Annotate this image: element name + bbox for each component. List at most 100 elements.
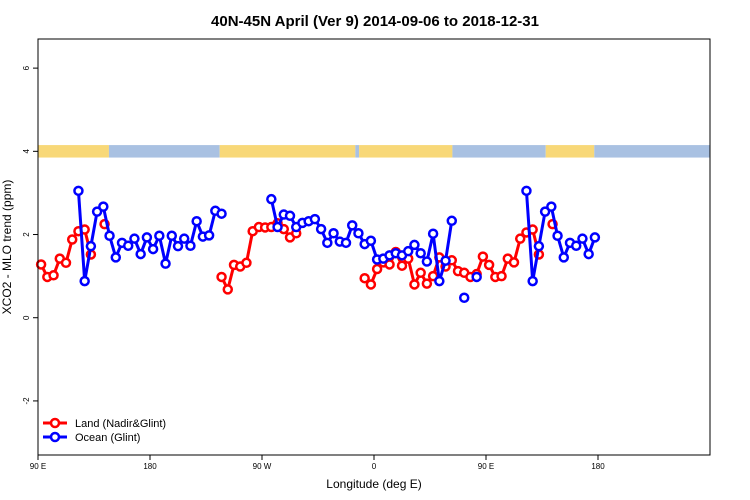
x-tick-label: 180 <box>591 462 605 471</box>
y-axis-label: XCO2 - MLO trend (ppm) <box>0 180 14 315</box>
data-point <box>147 243 159 255</box>
data-point <box>359 272 370 284</box>
series-0 <box>35 218 558 295</box>
data-point <box>191 215 202 227</box>
data-point <box>371 263 383 275</box>
data-point <box>340 237 352 249</box>
data-point <box>172 240 184 252</box>
data-point <box>409 239 420 251</box>
data-point <box>546 201 557 212</box>
data-point <box>533 240 545 252</box>
data-point <box>266 193 277 205</box>
data-point <box>570 240 582 252</box>
data-point <box>558 252 570 263</box>
data-point <box>216 271 227 283</box>
data-point <box>477 251 489 262</box>
x-tick-label: 90 W <box>253 462 272 471</box>
data-point <box>514 233 526 244</box>
data-point <box>110 252 122 263</box>
data-point <box>365 235 377 247</box>
landmask-band <box>38 145 710 158</box>
band-segment-land <box>359 145 453 158</box>
data-point <box>203 230 215 241</box>
data-point <box>483 259 495 271</box>
data-point <box>496 270 507 282</box>
data-point <box>160 258 171 269</box>
data-point <box>73 185 84 197</box>
series-layer <box>35 185 601 304</box>
series-1 <box>73 185 601 304</box>
band-segment-land <box>38 145 109 158</box>
legend-item: Land (Nadir&Glint) <box>43 417 166 430</box>
data-point <box>427 228 439 239</box>
y-tick-label: 4 <box>22 149 31 154</box>
band-segment-ocean <box>452 145 546 158</box>
data-point <box>178 233 190 244</box>
data-point <box>315 223 327 235</box>
data-point <box>66 234 78 245</box>
data-point <box>122 240 134 252</box>
chart-title: 40N-45N April (Ver 9) 2014-09-06 to 2018… <box>211 13 539 30</box>
data-point <box>471 271 482 283</box>
data-point <box>508 257 520 268</box>
y-axis: -2 0 2 4 6 <box>22 65 38 404</box>
legend-label: Land (Nadir&Glint) <box>75 418 166 430</box>
data-point <box>365 279 377 290</box>
data-point <box>241 257 252 269</box>
data-point <box>583 248 594 260</box>
data-point <box>421 278 433 289</box>
data-point <box>322 237 333 249</box>
data-point <box>353 228 364 239</box>
data-point <box>421 256 433 267</box>
data-point <box>415 267 426 279</box>
data-point <box>434 275 445 287</box>
data-point <box>141 232 153 243</box>
data-point <box>135 248 146 260</box>
data-point <box>589 232 601 243</box>
data-point <box>458 292 470 304</box>
data-point <box>527 275 538 287</box>
data-point <box>98 201 109 212</box>
data-point <box>440 255 451 266</box>
data-point <box>552 230 563 242</box>
legend-label: Ocean (Glint) <box>75 432 140 444</box>
legend: Land (Nadir&Glint) Ocean (Glint) <box>43 417 166 444</box>
x-tick-label: 90 E <box>478 462 494 471</box>
x-axis-label: Longitude (deg E) <box>326 477 421 491</box>
legend-item: Ocean (Glint) <box>43 431 140 444</box>
x-tick-label: 0 <box>372 462 377 471</box>
data-point <box>328 228 339 239</box>
data-point <box>154 230 165 242</box>
data-point <box>309 213 321 225</box>
data-point <box>284 210 296 222</box>
data-point <box>104 230 115 242</box>
data-point <box>216 208 227 219</box>
data-point <box>446 215 458 227</box>
data-point <box>222 284 234 295</box>
y-tick-label: 2 <box>22 232 31 237</box>
data-point <box>79 275 90 287</box>
band-segment-ocean <box>594 145 710 158</box>
y-tick-label: -2 <box>22 397 31 405</box>
data-point <box>577 233 588 244</box>
data-point <box>35 259 47 270</box>
data-point <box>415 247 426 259</box>
x-tick-label: 180 <box>143 462 157 471</box>
band-segment-ocean <box>108 145 220 158</box>
y-tick-label: 6 <box>22 65 31 70</box>
data-point <box>409 279 420 290</box>
band-segment-ocean <box>355 145 360 158</box>
data-point <box>166 230 178 242</box>
data-point <box>85 240 97 252</box>
data-point <box>521 185 532 197</box>
data-point <box>185 240 196 252</box>
data-point <box>48 270 59 281</box>
data-point <box>129 233 140 244</box>
data-point <box>346 220 358 231</box>
legend-marker <box>49 417 61 429</box>
band-segment-land <box>545 145 595 158</box>
x-tick-label: 90 E <box>30 462 46 471</box>
data-point <box>272 221 283 233</box>
data-point <box>402 245 414 257</box>
